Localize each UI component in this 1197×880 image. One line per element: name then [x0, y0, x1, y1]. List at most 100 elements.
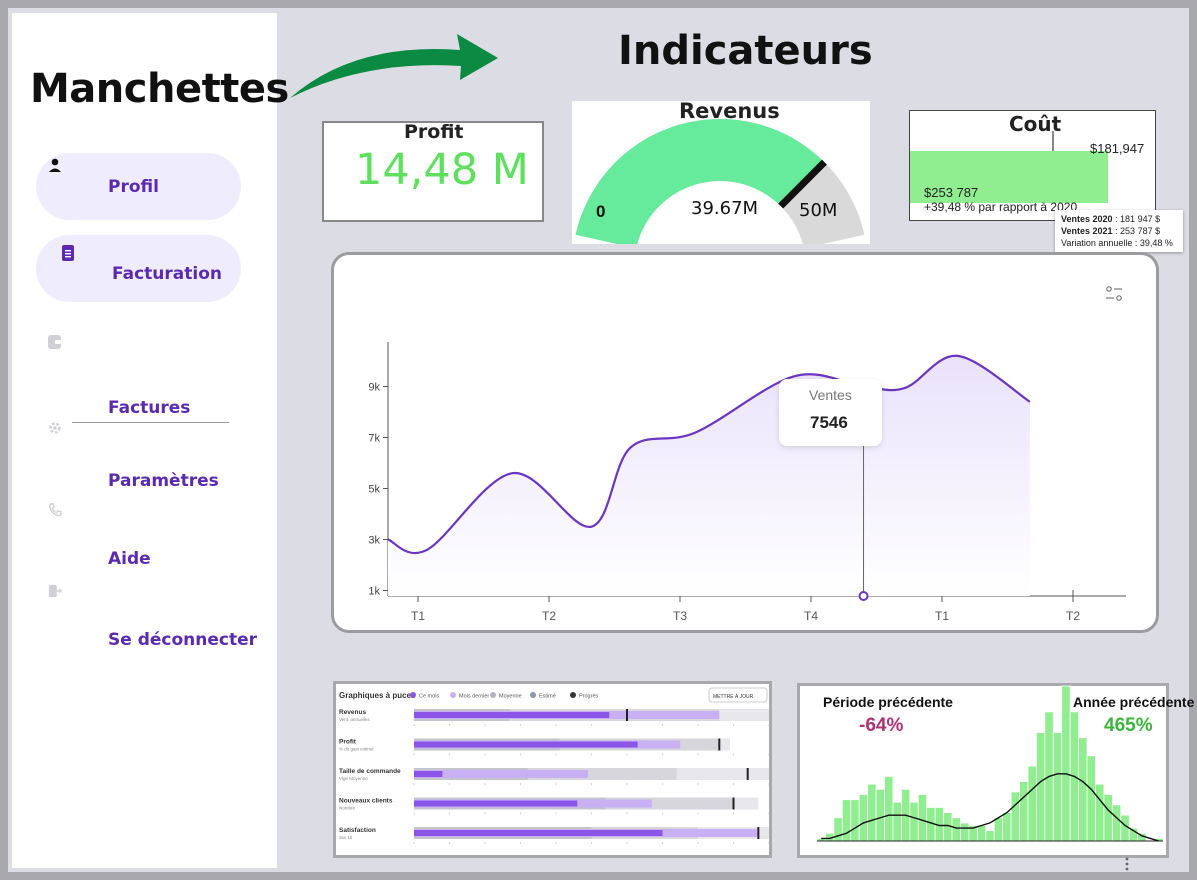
- filter-settings-icon[interactable]: [1104, 285, 1124, 303]
- histogram-bar: [1027, 765, 1037, 842]
- cout-bar: [910, 151, 1109, 203]
- y-tick-label: 9k: [368, 382, 380, 394]
- tooltip-label: Ventes 2021: [1061, 226, 1113, 236]
- tooltip-label: Ventes 2020: [1061, 214, 1113, 224]
- chart-tooltip-value: 7546: [810, 413, 848, 432]
- update-button-label[interactable]: METTRE À JOUR: [713, 693, 754, 700]
- legend-label: Mois dernier: [459, 694, 489, 700]
- legend-dot: [450, 692, 456, 698]
- x-tick-label: T2: [542, 609, 556, 623]
- legend-dot: [570, 692, 576, 698]
- bullet-row-sublabel: % du gain estimé: [339, 747, 374, 752]
- previous-period-value: -64%: [859, 715, 904, 736]
- histogram-bar: [892, 801, 902, 842]
- histogram-bar: [850, 799, 860, 842]
- bullet-charts: Graphiques à puces METTRE À JOUR Ce mois…: [339, 687, 770, 844]
- sidebar-item-se-deconnecter[interactable]: Se déconnecter: [108, 630, 257, 650]
- cout-tooltip: Ventes 2020 : 181 947 $ Ventes 2021 : 25…: [1055, 210, 1183, 252]
- bullet-current-bar: [414, 712, 610, 718]
- sidebar-item-factures[interactable]: Factures: [108, 398, 191, 418]
- bullet-chart-title: Graphiques à puces: [339, 691, 416, 700]
- gauge-min-label: 0: [596, 202, 606, 221]
- previous-period-label: Période précédente: [823, 694, 953, 710]
- legend-label: Estimé: [539, 694, 556, 700]
- bullet-row-sublabel: Vlge Moyenne: [339, 776, 368, 781]
- bullet-current-bar: [414, 741, 638, 748]
- histogram-bar: [985, 830, 995, 842]
- x-tick-label: T4: [804, 609, 818, 623]
- bullet-current-bar: [414, 800, 578, 807]
- bullet-row-label: Nouveaux clients: [339, 798, 393, 805]
- bullet-marker: [746, 768, 749, 780]
- histogram-bar: [1078, 737, 1088, 842]
- revenus-title: Revenus: [679, 99, 780, 123]
- sidebar-item-label[interactable]: Profil: [108, 177, 159, 197]
- histogram-bar: [884, 776, 894, 842]
- update-button[interactable]: [708, 687, 768, 703]
- bullet-row-label: Satisfaction: [339, 827, 376, 834]
- chart-tooltip: Ventes 7546: [779, 379, 882, 446]
- bullet-row-label: Revenus: [339, 709, 366, 716]
- y-tick-label: 1k: [368, 586, 380, 598]
- phone-icon: [49, 503, 62, 517]
- x-tick-label: T2: [1066, 609, 1080, 623]
- histogram-bar: [1019, 781, 1029, 842]
- histogram-bar: [1036, 732, 1046, 842]
- bullet-row-sublabel: Vent. annuelles: [339, 717, 371, 722]
- histogram-bar: [917, 794, 928, 842]
- sidebar-item-parametres[interactable]: Paramètres: [108, 471, 219, 491]
- histogram-chart: [816, 685, 1164, 842]
- gauge-max-label: 50M: [799, 200, 838, 221]
- legend-dot: [530, 692, 536, 698]
- bullet-marker: [718, 738, 721, 751]
- histogram-bar: [909, 801, 919, 842]
- gauge-value: 39.67M: [691, 198, 759, 219]
- profit-card: [322, 121, 544, 222]
- cout-target-label: $181,947: [1090, 141, 1145, 156]
- sidebar: [12, 13, 277, 868]
- divider: [72, 422, 229, 423]
- histogram-bar: [993, 817, 1004, 842]
- bullet-row-label: Taille de commande: [339, 768, 401, 775]
- histogram-bar: [1086, 755, 1096, 842]
- histogram-bar: [875, 788, 885, 842]
- x-tick-label: T1: [935, 609, 949, 623]
- previous-year-label: Année précédente: [1073, 694, 1195, 710]
- previous-year-value: 465%: [1104, 715, 1153, 736]
- highlight-axis-point: [858, 591, 869, 601]
- y-tick-label: 7k: [368, 433, 380, 445]
- revenus-gauge: [575, 118, 865, 244]
- profit-value: 14,48 M: [355, 145, 529, 195]
- profit-title: Profit: [404, 121, 464, 143]
- gear-icon: [49, 422, 61, 434]
- sidebar-item-label[interactable]: Facturation: [112, 264, 222, 284]
- sidebar-item-aide[interactable]: Aide: [108, 549, 151, 569]
- histogram-bar: [1095, 783, 1105, 842]
- bullet-marker: [757, 827, 760, 839]
- user-icon: [49, 158, 61, 172]
- wallet-icon: [48, 335, 61, 349]
- x-tick-label: T3: [673, 609, 687, 623]
- histogram-bar: [1002, 812, 1012, 842]
- histogram-bar: [1010, 791, 1020, 842]
- density-curve: [821, 773, 1159, 842]
- x-tick-label: T1: [411, 609, 425, 623]
- histogram-bar: [1111, 804, 1122, 842]
- histogram-bar: [867, 783, 877, 842]
- histogram-bar: [1061, 685, 1071, 842]
- tooltip-value: : 181 947 $: [1112, 214, 1161, 224]
- sidebar-item-profil[interactable]: [36, 153, 241, 220]
- legend-dot: [490, 692, 496, 698]
- bullet-row-sublabel: Sur 10: [339, 835, 353, 840]
- sales-line-chart: 1k 3k 5k 7k 9k T1 T2 T3 T4 T1 T2: [368, 342, 1126, 623]
- more-options-icon[interactable]: [1124, 856, 1130, 872]
- bullet-current-bar: [414, 771, 443, 777]
- histogram-bar: [833, 817, 843, 842]
- legend-dot: [410, 692, 416, 698]
- arrow-right-icon: [290, 34, 498, 98]
- bullet-current-bar: [414, 830, 663, 836]
- legend-label: Moyenne: [499, 694, 522, 700]
- histogram-bar: [858, 794, 869, 842]
- brand-title: Manchettes: [30, 66, 289, 112]
- tooltip-value: : 253 787 $: [1112, 226, 1161, 236]
